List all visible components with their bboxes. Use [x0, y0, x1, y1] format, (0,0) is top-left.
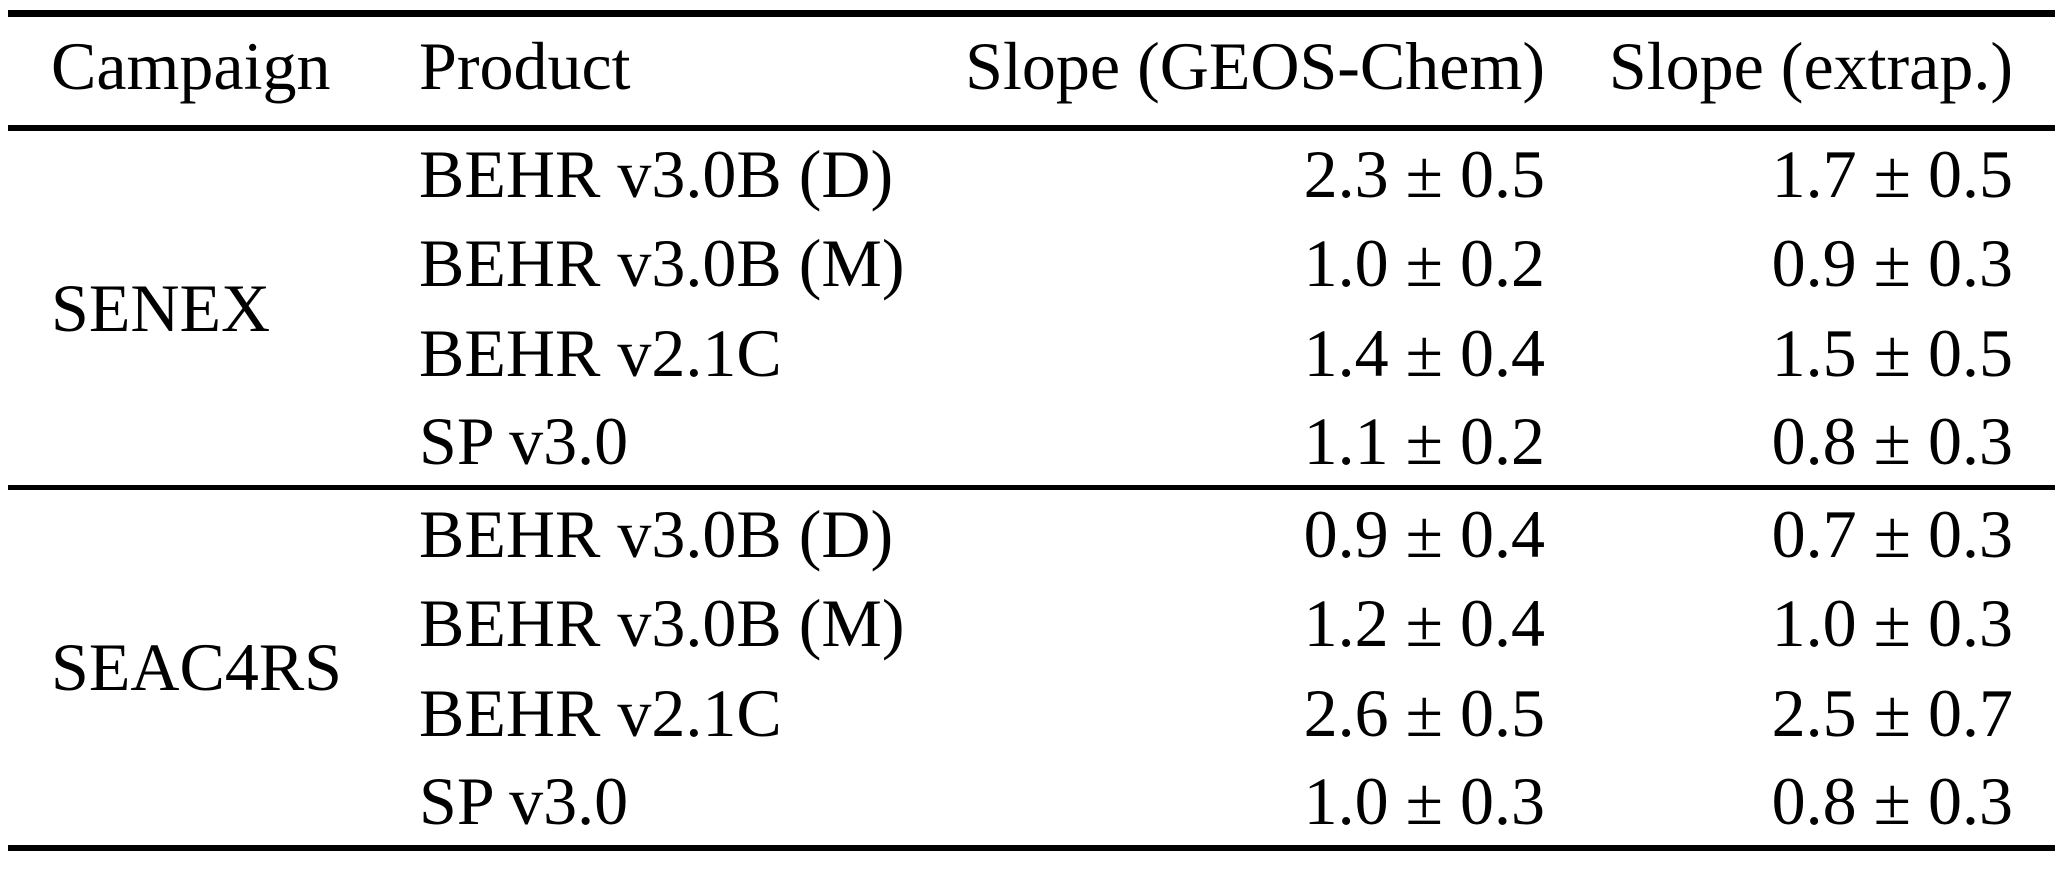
slope-extrap-cell: 0.8 ± 0.3	[1771, 403, 2013, 480]
slope-extrap-cell: 1.0 ± 0.3	[1771, 584, 2013, 661]
product-cell: SP v3.0	[419, 763, 629, 839]
slope-results-table: Campaign Product Slope (GEOS-Chem) Slope…	[8, 10, 2055, 851]
header-row: Campaign Product Slope (GEOS-Chem) Slope…	[8, 14, 2055, 128]
table-row: SENEX BEHR v3.0B (D) 2.3 ± 0.5 1.7 ± 0.5	[8, 128, 2055, 342]
slope-geos-chem-cell: 2.6 ± 0.5	[1303, 674, 1545, 751]
slope-extrap-cell: 2.5 ± 0.7	[1771, 674, 2013, 751]
table-row: BEHR v2.1C 2.6 ± 0.5 2.5 ± 0.7	[8, 668, 2055, 758]
slope-geos-chem-cell: 1.2 ± 0.4	[1303, 584, 1545, 661]
product-cell: SP v3.0	[419, 403, 629, 480]
slope-geos-chem-cell: 1.0 ± 0.2	[1303, 224, 1545, 301]
table-row: BEHR v3.0B (M) 1.0 ± 0.2 0.9 ± 0.3	[8, 218, 2055, 308]
slope-extrap-cell: 0.9 ± 0.3	[1771, 224, 2013, 301]
product-cell: BEHR v3.0B (M)	[419, 224, 905, 301]
campaign-group-senex: SENEX BEHR v3.0B (D) 2.3 ± 0.5 1.7 ± 0.5…	[8, 128, 2055, 488]
table-row: SP v3.0 1.1 ± 0.2 0.8 ± 0.3	[8, 398, 2055, 488]
column-header-product: Product	[419, 27, 631, 104]
slope-geos-chem-cell: 1.1 ± 0.2	[1303, 403, 1545, 480]
slope-geos-chem-cell: 1.4 ± 0.4	[1303, 314, 1545, 391]
product-cell: BEHR v2.1C	[419, 674, 782, 751]
table-row: SEAC4RS BEHR v3.0B (D) 0.9 ± 0.4 0.7 ± 0…	[8, 488, 2055, 702]
campaign-label-seac4rs: SEAC4RS	[51, 629, 342, 706]
slope-extrap-cell: 0.7 ± 0.3	[1771, 495, 2013, 572]
table-header: Campaign Product Slope (GEOS-Chem) Slope…	[8, 14, 2055, 128]
column-header-slope-extrap: Slope (extrap.)	[1608, 27, 2013, 104]
table-row: SP v3.0 1.0 ± 0.3 0.8 ± 0.3	[8, 758, 2055, 848]
column-header-slope-geos-chem: Slope (GEOS-Chem)	[965, 27, 1545, 104]
campaign-group-seac4rs: SEAC4RS BEHR v3.0B (D) 0.9 ± 0.4 0.7 ± 0…	[8, 487, 2055, 848]
campaign-label-senex: SENEX	[51, 269, 271, 346]
slope-geos-chem-cell: 0.9 ± 0.4	[1303, 495, 1545, 572]
slope-geos-chem-cell: 1.0 ± 0.3	[1303, 763, 1545, 839]
product-cell: BEHR v2.1C	[419, 314, 782, 391]
slope-extrap-cell: 1.7 ± 0.5	[1771, 136, 2013, 212]
product-cell: BEHR v3.0B (D)	[419, 136, 894, 212]
slope-extrap-cell: 1.5 ± 0.5	[1771, 314, 2013, 391]
product-cell: BEHR v3.0B (M)	[419, 584, 905, 661]
column-header-campaign: Campaign	[51, 27, 331, 104]
table-row: BEHR v2.1C 1.4 ± 0.4 1.5 ± 0.5	[8, 308, 2055, 398]
slope-extrap-cell: 0.8 ± 0.3	[1771, 763, 2013, 839]
product-cell: BEHR v3.0B (D)	[419, 495, 894, 572]
table-row: BEHR v3.0B (M) 1.2 ± 0.4 1.0 ± 0.3	[8, 578, 2055, 668]
slope-geos-chem-cell: 2.3 ± 0.5	[1303, 136, 1545, 212]
